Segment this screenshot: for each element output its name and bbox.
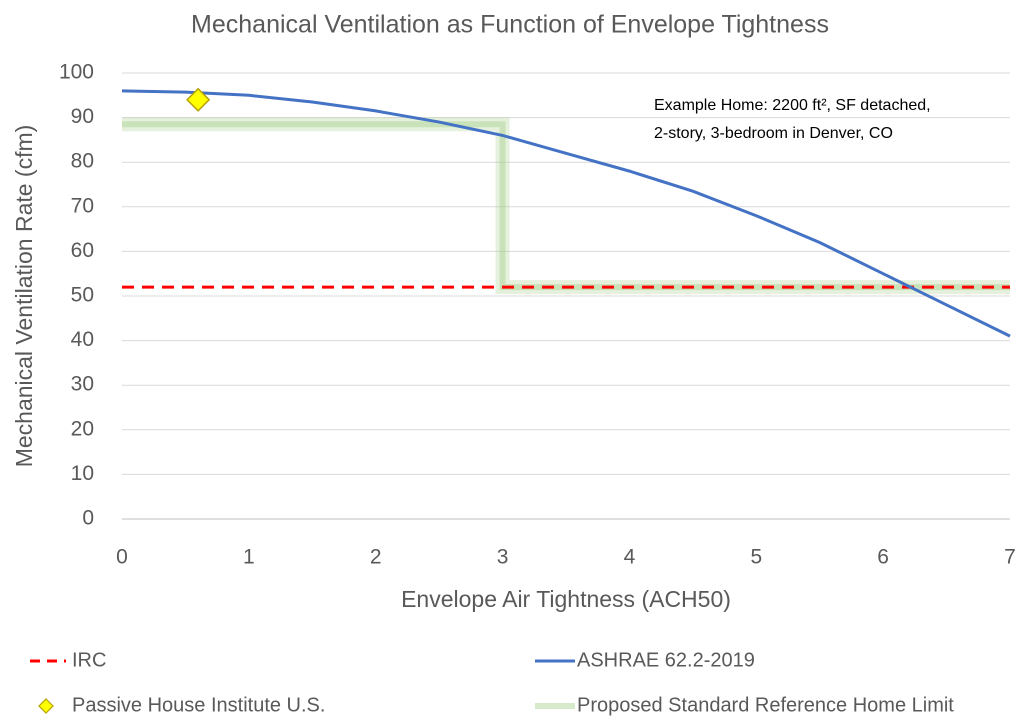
- x-tick-label: 3: [497, 546, 509, 569]
- legend-label: IRC: [72, 649, 106, 671]
- x-tick-label: 4: [624, 546, 636, 569]
- legend-symbol: [38, 698, 54, 714]
- x-tick-label: 1: [243, 546, 255, 569]
- x-tick-label: 0: [116, 546, 128, 569]
- y-tick-label: 40: [71, 328, 94, 351]
- y-tick-label: 60: [71, 239, 94, 262]
- ashrae-line: [121, 89, 1011, 338]
- reference-line: [122, 121, 1010, 291]
- y-tick-label: 100: [59, 61, 94, 84]
- y-tick-label: 70: [71, 194, 94, 217]
- annotation: Example Home: 2200 ft², SF detached,: [654, 97, 931, 114]
- annotation: 2-story, 3-bedroom in Denver, CO: [654, 125, 893, 142]
- reference-line-glow: [122, 117, 1010, 295]
- y-tick-label: 20: [71, 417, 94, 440]
- y-axis-label: Mechanical Ventilation Rate (cfm): [11, 125, 37, 468]
- x-tick-label: 6: [877, 546, 889, 569]
- y-tick-label: 10: [71, 462, 94, 485]
- legend-label: ASHRAE 62.2-2019: [577, 649, 755, 671]
- y-tick-label: 80: [71, 150, 94, 173]
- x-tick-label: 7: [1004, 546, 1016, 569]
- x-tick-label: 2: [370, 546, 382, 569]
- y-tick-label: 50: [71, 284, 94, 307]
- legend-label: Proposed Standard Reference Home Limit: [577, 694, 954, 716]
- x-axis-label: Envelope Air Tightness (ACH50): [401, 586, 731, 612]
- y-tick-label: 30: [71, 373, 94, 396]
- chart-title: Mechanical Ventilation as Function of En…: [191, 11, 829, 39]
- y-tick-label: 90: [71, 105, 94, 128]
- y-tick-label: 0: [82, 507, 94, 530]
- marker: [186, 87, 211, 112]
- legend-label: Passive House Institute U.S.: [72, 694, 325, 716]
- x-tick-label: 5: [750, 546, 762, 569]
